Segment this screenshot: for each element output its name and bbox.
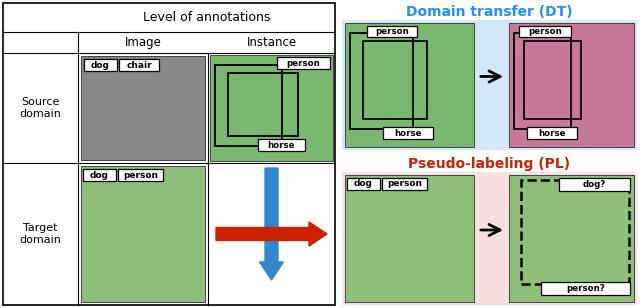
Bar bbox=[342, 172, 637, 305]
Bar bbox=[277, 57, 330, 69]
Bar bbox=[345, 175, 474, 302]
Text: horse: horse bbox=[394, 128, 422, 137]
Bar bbox=[519, 26, 571, 37]
Text: Target
domain: Target domain bbox=[20, 223, 61, 245]
Bar bbox=[83, 169, 116, 181]
Bar bbox=[210, 55, 333, 161]
Bar bbox=[524, 41, 581, 119]
Bar bbox=[350, 33, 413, 129]
Text: person: person bbox=[528, 27, 562, 36]
Text: Instance: Instance bbox=[246, 36, 296, 49]
FancyArrow shape bbox=[216, 222, 327, 246]
Text: dog: dog bbox=[354, 180, 373, 188]
Text: dog: dog bbox=[90, 171, 109, 180]
Text: Level of annotations: Level of annotations bbox=[143, 11, 270, 24]
Text: Pseudo-labeling (PL): Pseudo-labeling (PL) bbox=[408, 157, 571, 171]
Text: dog: dog bbox=[91, 60, 110, 70]
Text: Image: Image bbox=[125, 36, 161, 49]
FancyArrow shape bbox=[259, 168, 284, 280]
Text: person?: person? bbox=[566, 284, 605, 293]
Bar bbox=[118, 169, 163, 181]
Text: dog?: dog? bbox=[583, 180, 606, 189]
Bar bbox=[119, 59, 159, 71]
Text: person: person bbox=[287, 59, 321, 67]
Bar bbox=[521, 180, 629, 284]
Bar bbox=[363, 41, 427, 119]
Bar bbox=[347, 178, 380, 190]
Bar bbox=[84, 59, 117, 71]
Text: chair: chair bbox=[126, 60, 152, 70]
Bar bbox=[509, 175, 634, 302]
Bar bbox=[215, 65, 282, 146]
Bar bbox=[258, 139, 305, 151]
Text: Source
domain: Source domain bbox=[20, 97, 61, 119]
Bar bbox=[228, 73, 298, 136]
Text: horse: horse bbox=[268, 140, 295, 149]
Bar bbox=[81, 166, 205, 302]
Bar bbox=[541, 282, 630, 295]
Text: person: person bbox=[123, 171, 158, 180]
Bar bbox=[345, 23, 474, 147]
Text: horse: horse bbox=[538, 128, 566, 137]
Bar bbox=[81, 56, 205, 160]
Bar bbox=[342, 20, 637, 150]
Bar bbox=[514, 33, 571, 129]
Bar bbox=[367, 26, 417, 37]
Bar bbox=[527, 127, 577, 139]
Text: person: person bbox=[375, 27, 409, 36]
Bar bbox=[3, 3, 335, 305]
Text: Domain transfer (DT): Domain transfer (DT) bbox=[406, 5, 573, 19]
Bar bbox=[382, 178, 427, 190]
Bar bbox=[383, 127, 433, 139]
Bar bbox=[559, 178, 630, 191]
Text: person: person bbox=[387, 180, 422, 188]
Bar bbox=[509, 23, 634, 147]
